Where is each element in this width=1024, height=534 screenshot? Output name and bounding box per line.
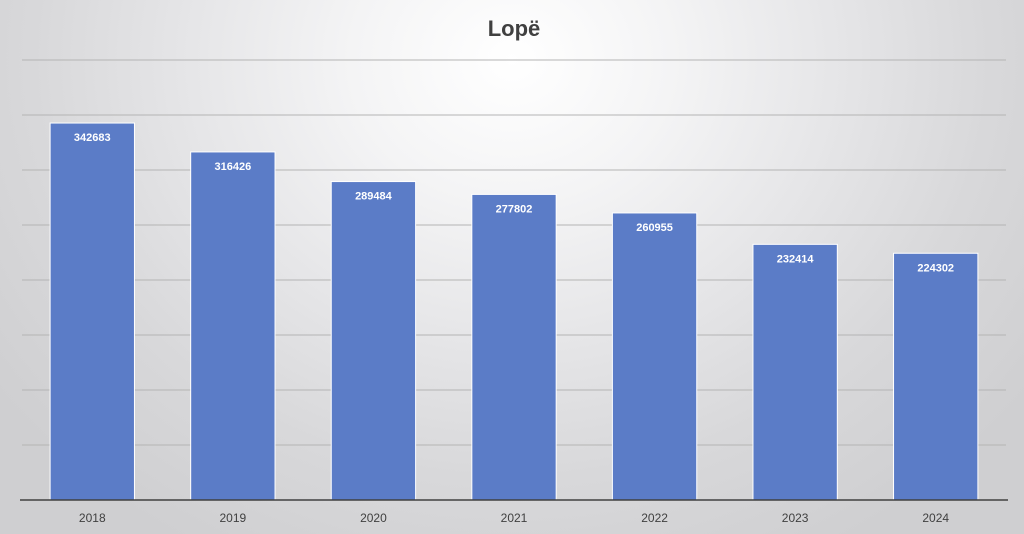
- x-tick-label-2023: 2023: [782, 511, 809, 525]
- bar-2018: [49, 122, 135, 501]
- bar-2023: [752, 243, 838, 501]
- bar-2020: [330, 181, 417, 501]
- x-tick-label-2020: 2020: [360, 511, 387, 525]
- x-axis-tick-labels: 2018 2019 2020 2021 2022 2023 2024: [79, 511, 949, 525]
- bars: [49, 122, 979, 501]
- bar-2019: [190, 151, 276, 501]
- data-labels: 342683 316426 289484 277802 260955 232414 2243…: [74, 132, 954, 274]
- bar-2022: [611, 212, 698, 501]
- x-tick-label-2024: 2024: [922, 511, 949, 525]
- data-label-2020: 289484: [355, 191, 393, 203]
- bar-2024: [893, 252, 979, 501]
- data-label-2023: 232414: [777, 253, 815, 265]
- x-tick-label-2019: 2019: [220, 511, 247, 525]
- data-label-2019: 316426: [214, 161, 251, 173]
- data-label-2024: 224302: [917, 262, 954, 274]
- bar-2021: [471, 193, 557, 501]
- data-label-2018: 342683: [74, 132, 111, 144]
- chart-title: Lopë: [488, 16, 541, 41]
- x-tick-label-2018: 2018: [79, 511, 106, 525]
- data-label-2021: 277802: [496, 203, 533, 215]
- x-tick-label-2022: 2022: [641, 511, 668, 525]
- x-tick-label-2021: 2021: [501, 511, 528, 525]
- data-label-2022: 260955: [636, 222, 673, 234]
